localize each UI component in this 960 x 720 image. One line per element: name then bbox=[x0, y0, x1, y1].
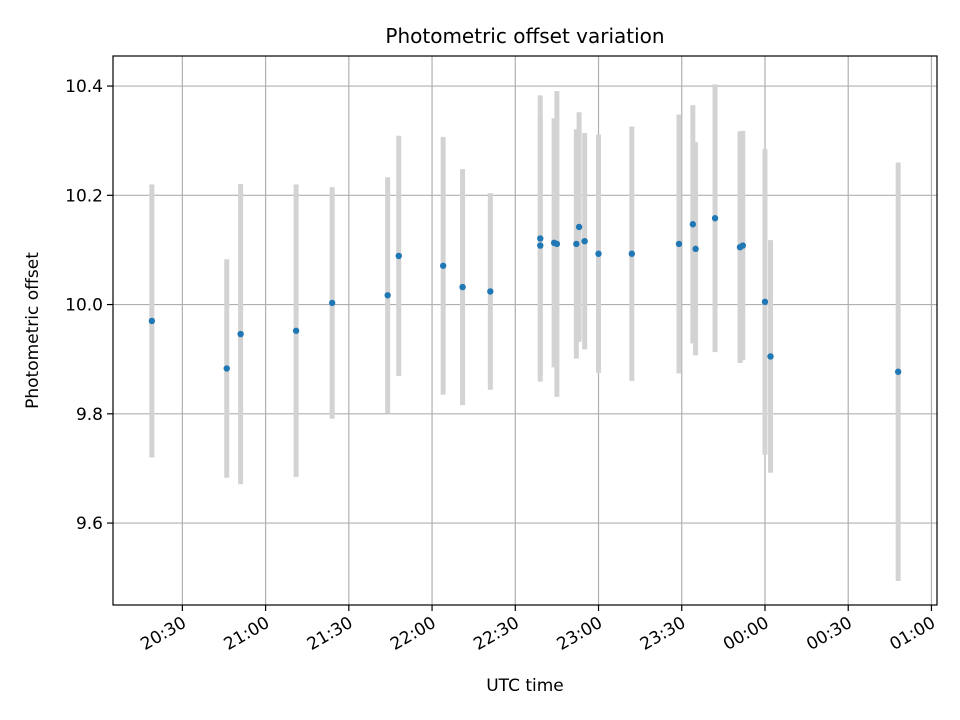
data-point bbox=[575, 223, 583, 231]
data-points bbox=[148, 215, 902, 375]
chart-title: Photometric offset variation bbox=[385, 24, 664, 48]
y-tick-label: 9.6 bbox=[76, 514, 103, 534]
data-point bbox=[292, 327, 300, 334]
data-point bbox=[581, 237, 588, 245]
y-tick-label: 10.2 bbox=[65, 186, 103, 206]
data-point bbox=[553, 240, 561, 248]
y-tick-label: 9.8 bbox=[76, 405, 103, 425]
x-axis-label: UTC time bbox=[486, 676, 564, 696]
data-point bbox=[692, 245, 699, 253]
data-point bbox=[711, 215, 719, 222]
data-point bbox=[395, 252, 402, 260]
data-point bbox=[894, 368, 902, 375]
data-point bbox=[675, 240, 683, 248]
plot-frame bbox=[112, 55, 938, 606]
y-tick-label: 10.0 bbox=[65, 296, 103, 316]
data-point bbox=[739, 242, 746, 249]
data-point bbox=[328, 299, 336, 307]
data-point bbox=[237, 330, 244, 338]
data-point bbox=[537, 235, 544, 242]
data-point bbox=[767, 353, 774, 360]
y-tick-label: 10.4 bbox=[65, 77, 103, 97]
data-point bbox=[384, 292, 391, 299]
data-point bbox=[459, 283, 466, 291]
data-point bbox=[573, 240, 580, 248]
data-point bbox=[628, 250, 636, 257]
data-point bbox=[439, 262, 447, 269]
data-point bbox=[689, 221, 697, 228]
data-point bbox=[595, 250, 602, 257]
data-point bbox=[761, 298, 769, 306]
data-point bbox=[148, 317, 156, 325]
data-point bbox=[487, 288, 494, 295]
data-point bbox=[223, 365, 230, 372]
y-axis-label: Photometric offset bbox=[23, 252, 43, 409]
data-point bbox=[537, 242, 544, 249]
